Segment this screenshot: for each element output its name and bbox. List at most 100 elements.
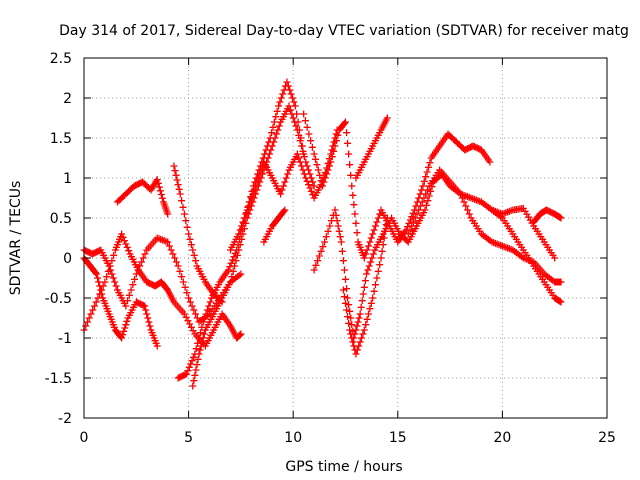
- data-point: [305, 181, 313, 189]
- data-point: [284, 170, 292, 178]
- data-point: [97, 286, 105, 294]
- data-point: [408, 213, 416, 221]
- data-point: [312, 155, 320, 163]
- data-point: [324, 166, 332, 174]
- data-point: [351, 210, 359, 218]
- data-point: [125, 247, 133, 255]
- y-tick-label: -1: [58, 331, 72, 347]
- data-point: [326, 222, 334, 230]
- data-point: [183, 223, 191, 231]
- data-point: [342, 299, 349, 307]
- data-point: [141, 250, 149, 258]
- series-arc-4: [113, 176, 172, 218]
- data-point: [356, 338, 364, 346]
- data-point: [175, 185, 183, 193]
- data-point: [324, 227, 332, 235]
- data-point: [359, 290, 367, 298]
- data-point: [190, 377, 198, 385]
- data-point: [184, 367, 192, 375]
- data-point: [242, 210, 250, 218]
- data-point: [307, 187, 315, 195]
- data-point: [202, 310, 210, 318]
- data-point: [296, 158, 304, 166]
- data-point: [383, 114, 391, 122]
- data-point: [185, 363, 193, 371]
- data-point: [327, 158, 335, 166]
- plot-frame: [83, 57, 608, 419]
- data-point: [108, 270, 116, 278]
- data-point: [404, 230, 412, 238]
- data-point: [268, 129, 276, 137]
- data-point: [369, 230, 377, 238]
- data-point: [189, 382, 197, 390]
- data-point: [293, 150, 301, 158]
- data-point: [422, 173, 430, 181]
- data-point: [367, 234, 375, 242]
- data-point: [300, 153, 308, 161]
- data-point: [141, 302, 149, 310]
- data-point: [422, 201, 430, 209]
- data-point: [424, 197, 432, 205]
- data-point: [486, 158, 494, 166]
- data-point: [92, 269, 100, 277]
- data-point: [169, 250, 177, 258]
- data-point: [186, 235, 194, 243]
- data-point: [374, 267, 382, 275]
- data-point: [277, 94, 285, 102]
- data-point: [415, 206, 423, 214]
- data-point: [246, 198, 254, 206]
- data-point: [296, 137, 304, 145]
- data-point: [370, 226, 378, 234]
- data-point: [303, 123, 311, 131]
- data-point: [119, 331, 127, 339]
- data-point: [247, 194, 255, 202]
- data-point: [361, 277, 369, 285]
- data-point: [323, 170, 331, 178]
- y-tick-label: 2.5: [50, 51, 72, 67]
- data-point: [413, 210, 421, 218]
- data-point: [171, 167, 179, 175]
- data-point: [343, 306, 351, 314]
- data-point: [184, 317, 192, 325]
- data-point: [178, 197, 186, 205]
- series-arc-13: [352, 114, 391, 182]
- data-point: [409, 209, 417, 217]
- data-point: [121, 324, 129, 332]
- data-point: [87, 310, 95, 318]
- data-point: [231, 262, 239, 270]
- data-point: [371, 281, 379, 289]
- data-point: [418, 186, 426, 194]
- data-point: [228, 273, 236, 281]
- data-point: [331, 206, 339, 214]
- data-point: [118, 334, 126, 342]
- data-point: [89, 306, 97, 314]
- data-point: [334, 222, 342, 230]
- data-point: [300, 170, 308, 178]
- data-point: [328, 146, 336, 154]
- data-point: [206, 298, 214, 306]
- data-point: [194, 355, 202, 363]
- data-point: [237, 270, 245, 278]
- data-point: [358, 334, 366, 342]
- data-point: [192, 366, 200, 374]
- data-point: [315, 252, 323, 260]
- series-arc-1: [80, 230, 245, 350]
- data-point: [188, 302, 196, 310]
- y-tick-label: 1: [63, 171, 72, 187]
- data-point: [187, 323, 195, 331]
- x-tick-label: 15: [389, 430, 407, 446]
- data-point: [353, 229, 361, 237]
- data-point: [112, 282, 120, 290]
- data-point: [557, 278, 565, 286]
- data-point: [357, 303, 365, 311]
- data-point: [98, 290, 106, 298]
- y-tick-label: -1.5: [45, 371, 72, 387]
- y-tick-label: 1.5: [50, 131, 72, 147]
- series-arc-9: [260, 206, 289, 246]
- data-point: [93, 270, 101, 278]
- data-point: [346, 161, 354, 169]
- data-point: [289, 114, 297, 122]
- data-point: [170, 162, 178, 170]
- series-arc-10: [300, 110, 494, 262]
- data-points: [80, 78, 565, 390]
